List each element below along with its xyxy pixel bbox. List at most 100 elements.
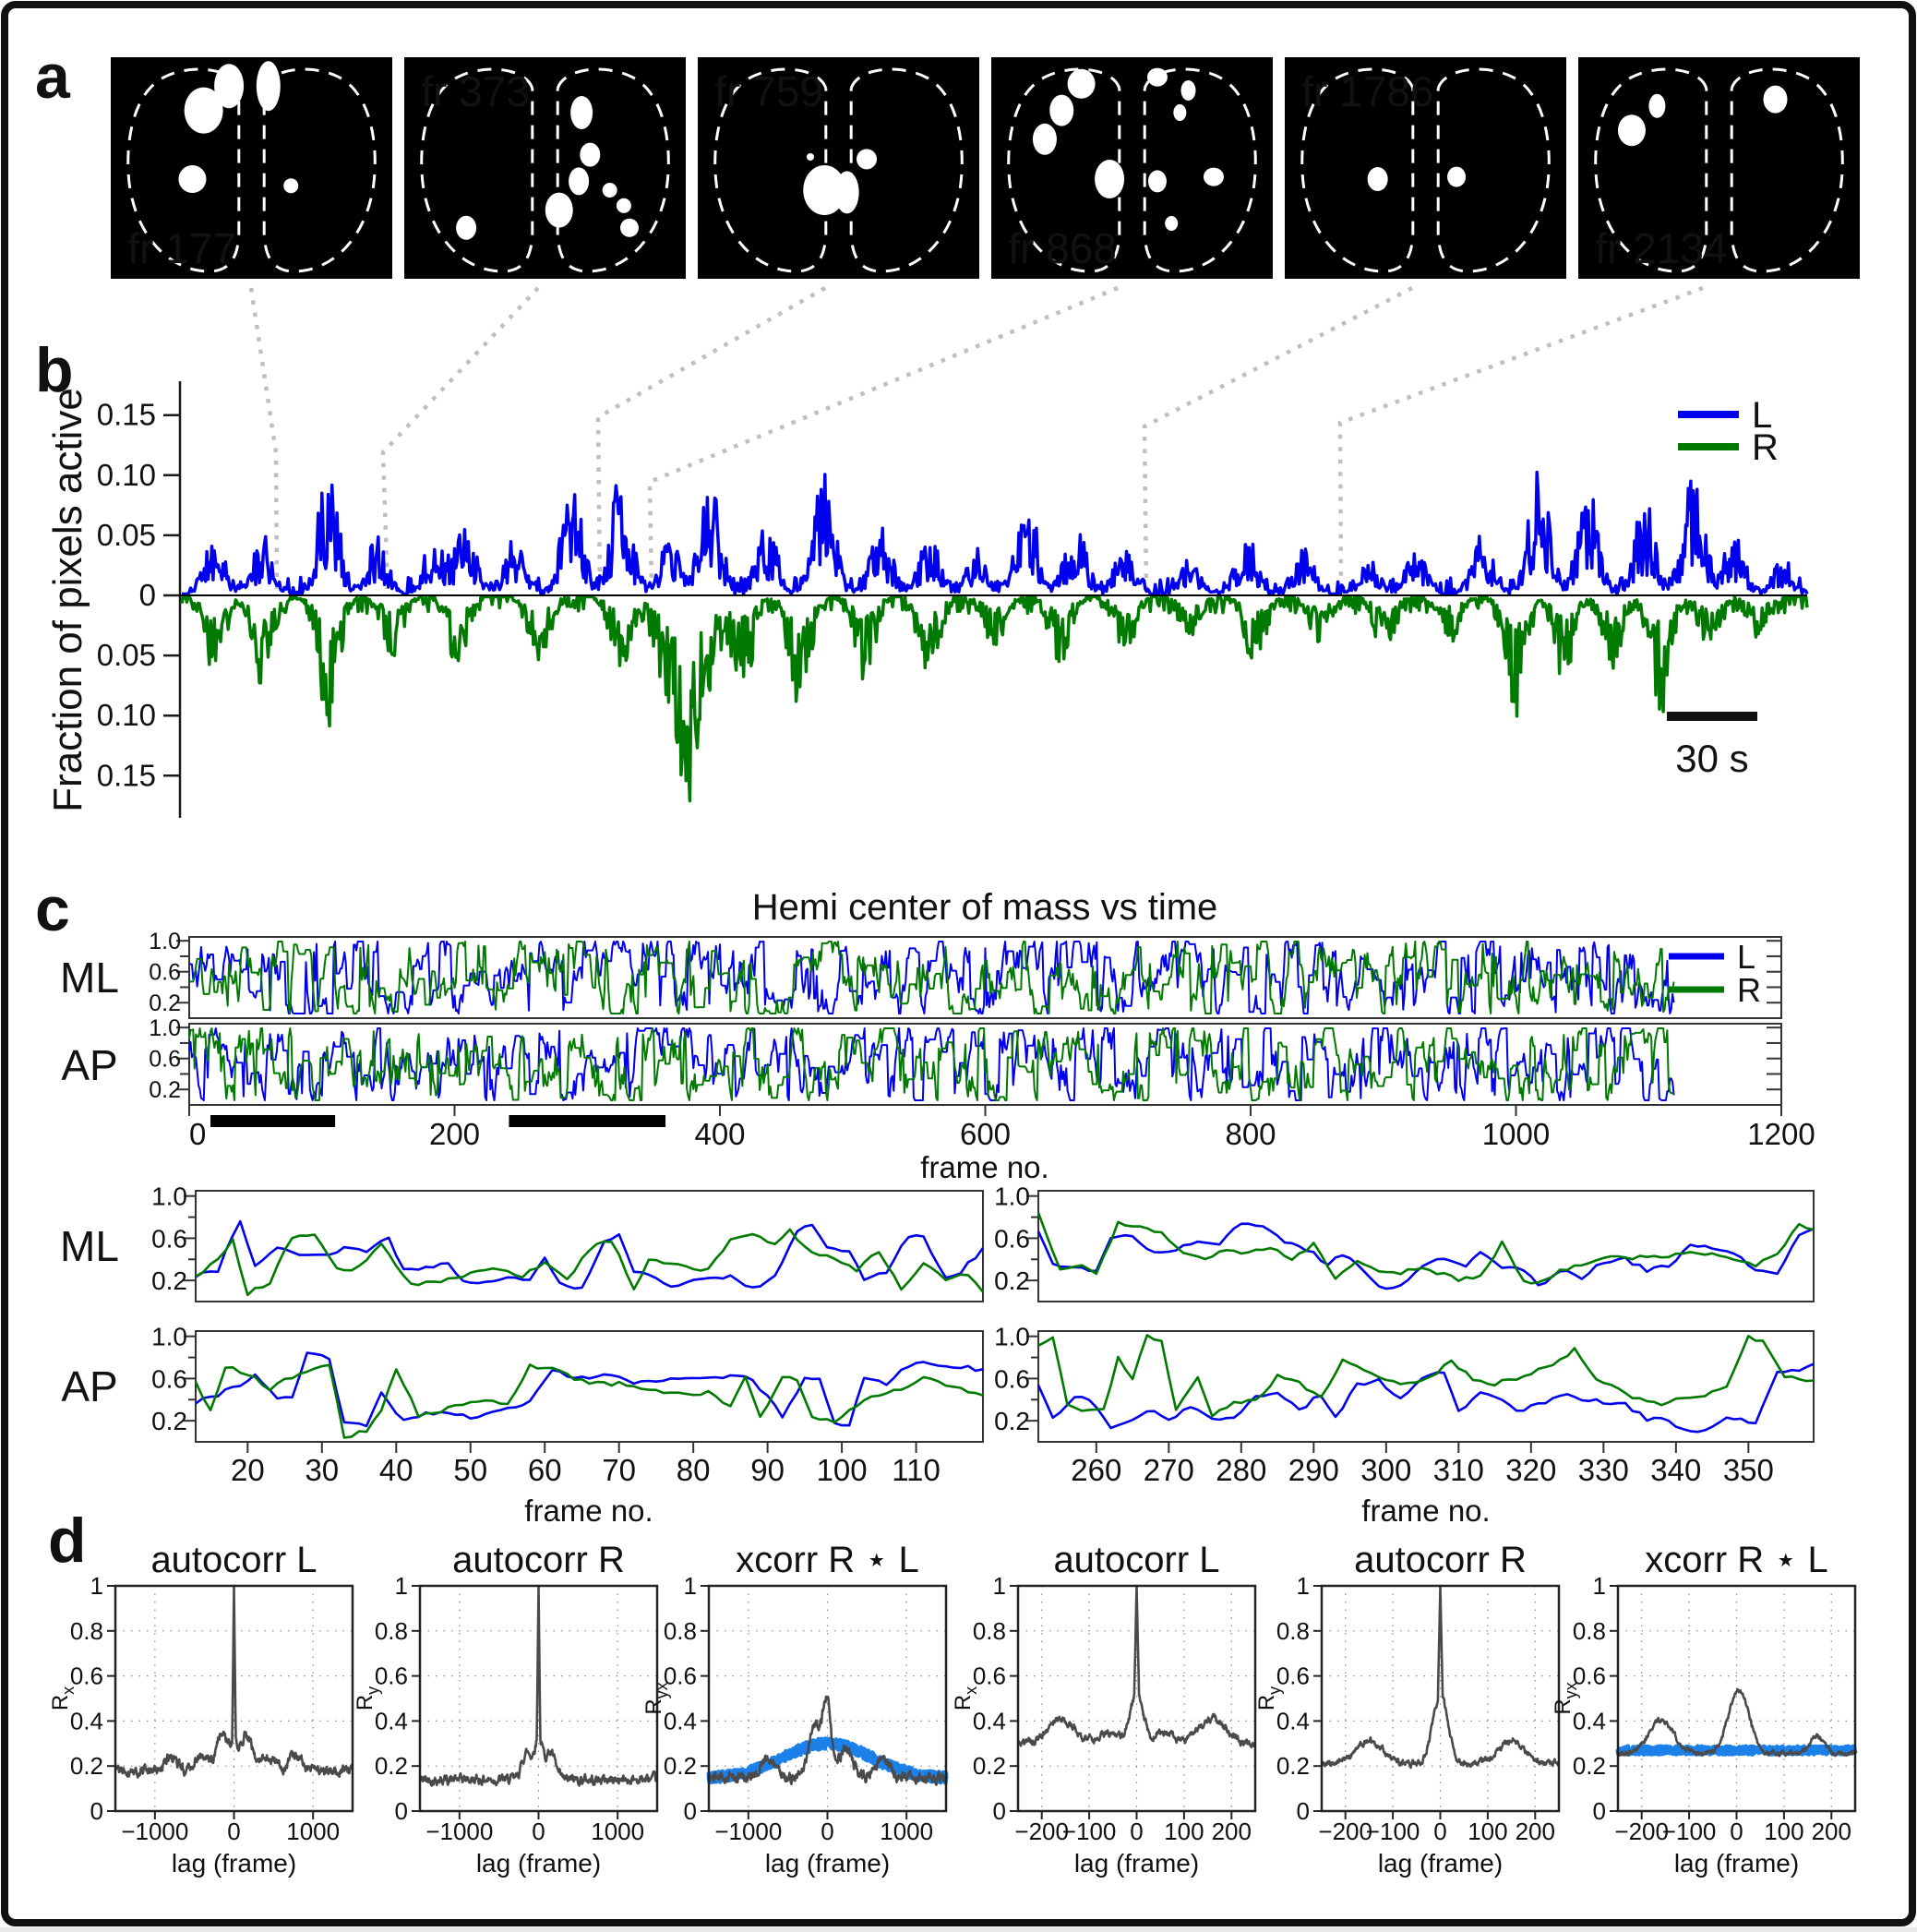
plot-title: xcorr R ⋆ L: [736, 1540, 918, 1580]
axes-box-ml: [195, 1190, 984, 1302]
x-tick-label: 50: [453, 1453, 487, 1487]
zoom-region-bar: [210, 1115, 336, 1127]
y-tick-label: 0.4: [1573, 1707, 1606, 1734]
connector-dotted-line: [1142, 286, 1414, 590]
y-tick-label: 1.0: [151, 1323, 187, 1351]
y-tick-label: 0.6: [1276, 1662, 1310, 1690]
y-tick-label: 0: [90, 1797, 103, 1825]
active-pixel-blob: [580, 142, 601, 167]
y-tick-label: 1: [395, 1572, 408, 1600]
x-tick-label: 320: [1505, 1453, 1556, 1487]
x-tick-label: 80: [677, 1453, 711, 1487]
panel-c: c Hemi center of mass vs time ML AP 1.00…: [35, 874, 1815, 1528]
x-tick-label: −200: [1014, 1818, 1069, 1845]
trace-L: [188, 1027, 1675, 1101]
x-tick-label: −200: [1318, 1818, 1372, 1845]
x-tick-label: 100: [1764, 1818, 1803, 1845]
trace-L: [195, 1351, 984, 1428]
active-pixel-blob: [857, 149, 877, 170]
connector-dotted-line: [1337, 285, 1704, 590]
activity-frame: fr 2134: [1578, 57, 1860, 279]
panel-b-y-axis: 0.15 0.10 0.05 0 0.05 0.10 0.15: [97, 381, 182, 818]
y-tick-label: 0.05: [97, 638, 156, 672]
y-tick-label: 0.6: [149, 960, 181, 986]
plot-title: autocorr L: [1053, 1540, 1219, 1580]
left-hemisphere-outline: [420, 67, 534, 273]
y-tick-label: 0.6: [1573, 1662, 1606, 1690]
frame-number-label: fr 1786: [1301, 67, 1433, 115]
active-pixel-blob: [803, 165, 846, 215]
y-tick-label: 1.0: [149, 929, 181, 954]
trace-R: [1036, 1212, 1815, 1285]
frame-background: [1285, 57, 1566, 279]
active-pixel-blob: [834, 171, 859, 214]
panel-b-traces: [180, 470, 1809, 803]
frame-number-label: fr 868: [1008, 224, 1117, 272]
y-tick-label: 0.2: [994, 1266, 1030, 1295]
y-tick-label: 1: [1593, 1572, 1606, 1600]
frame-to-timeline-connectors: [248, 285, 1704, 590]
axes-box-ml: [188, 936, 1782, 1019]
panel-b: b Fraction of pixels active 0.15 0.10 0.05…: [35, 335, 1809, 818]
y-tick-label: 0.10: [97, 458, 156, 492]
x-tick-label: 260: [1071, 1453, 1121, 1487]
x-tick-label: 100: [1164, 1818, 1204, 1845]
x-tick-label: 290: [1288, 1453, 1339, 1487]
row-label-ml-zoom: ML: [60, 1222, 119, 1270]
active-pixel-blob: [616, 198, 631, 213]
x-tick-label: 1000: [1482, 1117, 1550, 1151]
active-pixel-blob: [184, 87, 223, 134]
y-tick-label: 1: [993, 1572, 1006, 1600]
active-pixel-blob: [570, 96, 593, 129]
panel-c-label: c: [35, 874, 70, 944]
row-label-ap-main: AP: [61, 1041, 117, 1089]
frame-background: [111, 57, 392, 279]
active-pixel-blob: [1067, 68, 1096, 99]
active-pixel-blob: [620, 218, 639, 237]
shuffle-band-trace: [706, 1736, 949, 1785]
y-tick-label: 0.8: [1276, 1617, 1310, 1645]
x-tick-label: 110: [892, 1453, 941, 1487]
row-label-ml-main: ML: [60, 954, 119, 1002]
panel-c-legend: L R: [1669, 938, 1761, 1009]
y-tick-label: 0.2: [375, 1752, 408, 1780]
activity-frame: fr 1786: [1285, 57, 1566, 279]
activity-frame: fr 177: [111, 57, 392, 279]
x-axis-title: lag (frame): [1074, 1849, 1199, 1878]
x-tick-label: 100: [1468, 1818, 1507, 1845]
active-pixel-blob: [1367, 167, 1388, 191]
y-tick-label: 1.0: [994, 1323, 1030, 1351]
x-tick-label: 280: [1216, 1453, 1266, 1487]
panel-a: a fr 177 fr 373 fr 759 fr 868 fr 1786 fr 2134: [35, 42, 1860, 590]
y-tick-label: 0.2: [70, 1752, 103, 1780]
x-axis-title: lag (frame): [1674, 1849, 1799, 1878]
x-tick-label: 0: [532, 1818, 545, 1845]
active-pixel-blob: [545, 192, 573, 228]
x-tick-label: 200: [1812, 1818, 1851, 1845]
x-tick-label: 270: [1144, 1453, 1194, 1487]
x-tick-label: 70: [602, 1453, 636, 1487]
right-hemisphere-outline: [1143, 67, 1257, 273]
x-tick-label: 0: [1730, 1818, 1743, 1845]
y-tick-label: 0.2: [664, 1752, 697, 1780]
correlogram-6: 0 0.2 0.4 0.6 0.8 1 −200−100 0 100 200 xcorr R ⋆ L…: [1551, 1540, 1858, 1878]
active-pixel-blob: [1146, 67, 1168, 87]
active-pixel-blob: [1763, 85, 1788, 114]
correlation-trace: [707, 1695, 948, 1786]
active-pixel-blob: [1648, 93, 1666, 118]
y-tick-label: 1: [90, 1572, 103, 1600]
x-tick-label: 0: [1130, 1818, 1143, 1845]
x-axis-title: lag (frame): [1378, 1849, 1503, 1878]
legend-label-left: L: [1752, 395, 1772, 436]
scale-bar-label: 30 s: [1675, 737, 1748, 780]
active-pixel-blob: [1447, 166, 1467, 187]
trace-right-hemi: [180, 594, 1809, 803]
axes-box-ml: [1037, 1190, 1815, 1302]
connector-dotted-line: [380, 286, 540, 590]
zoom-right-x-axis-title: frame no.: [1361, 1494, 1490, 1528]
y-tick-label: 0.6: [151, 1364, 187, 1393]
active-pixel-blob: [178, 165, 207, 193]
y-tick-label: 0.2: [1573, 1752, 1606, 1780]
active-pixel-blob: [214, 64, 245, 109]
